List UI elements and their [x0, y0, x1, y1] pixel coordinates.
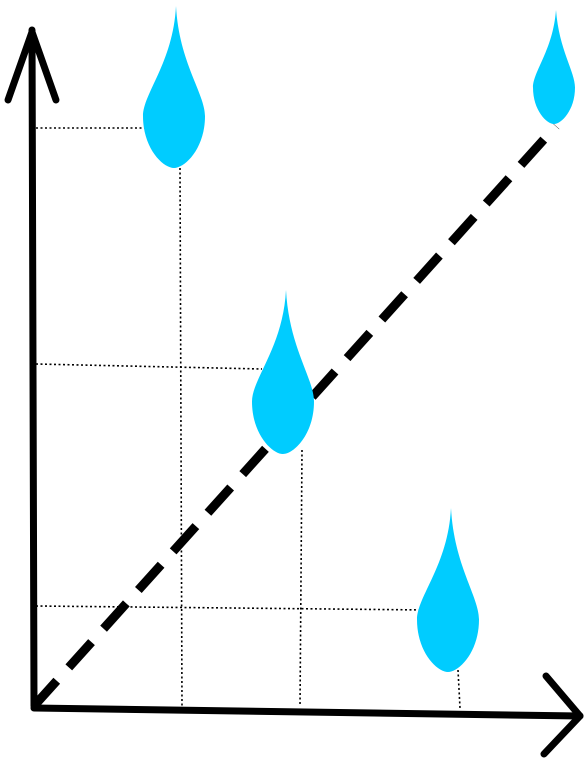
y-axis-arrowhead — [4, 28, 60, 104]
axes — [4, 26, 584, 758]
guide-v-2 — [299, 449, 303, 707]
y-axis — [28, 26, 38, 710]
drop-markers — [143, 6, 575, 672]
x-axis-arrowhead — [540, 672, 584, 758]
vertical-guides — [179, 167, 461, 709]
x-axis — [30, 704, 584, 720]
water-drop-icon — [143, 6, 205, 168]
guide-h-middle — [35, 363, 263, 370]
water-drop-icon — [417, 508, 479, 672]
water-drop-icon — [252, 290, 314, 454]
guide-v-3 — [457, 669, 461, 709]
guide-h-bottom — [35, 605, 429, 611]
horizontal-guides — [35, 127, 429, 611]
guide-v-1 — [179, 167, 183, 707]
water-drop-icon — [533, 10, 575, 124]
